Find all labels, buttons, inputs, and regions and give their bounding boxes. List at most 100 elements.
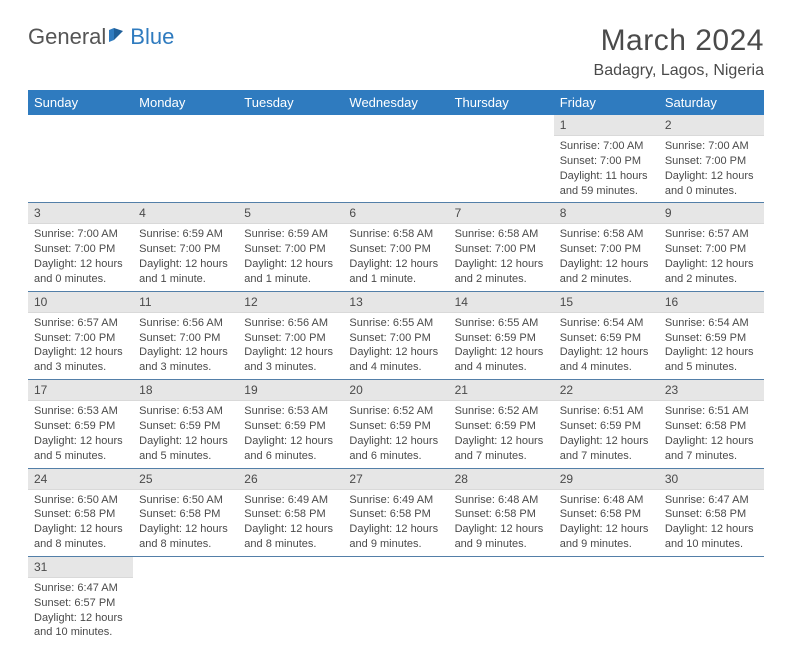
day-number: 17 <box>28 380 133 401</box>
day-number: 28 <box>449 469 554 490</box>
day-number: 31 <box>28 557 133 578</box>
day-number: 22 <box>554 380 659 401</box>
calendar-body: 1Sunrise: 7:00 AMSunset: 7:00 PMDaylight… <box>28 115 764 644</box>
logo-text-blue: Blue <box>130 24 174 50</box>
day-number: 23 <box>659 380 764 401</box>
calendar-cell: 2Sunrise: 7:00 AMSunset: 7:00 PMDaylight… <box>659 115 764 203</box>
calendar-cell: 12Sunrise: 6:56 AMSunset: 7:00 PMDayligh… <box>238 291 343 379</box>
day-details: Sunrise: 6:55 AMSunset: 7:00 PMDaylight:… <box>343 313 448 379</box>
calendar-cell <box>449 556 554 644</box>
logo: General Blue <box>28 24 174 50</box>
calendar-row: 3Sunrise: 7:00 AMSunset: 7:00 PMDaylight… <box>28 203 764 291</box>
calendar-cell: 18Sunrise: 6:53 AMSunset: 6:59 PMDayligh… <box>133 380 238 468</box>
day-details: Sunrise: 7:00 AMSunset: 7:00 PMDaylight:… <box>659 136 764 202</box>
calendar-cell: 20Sunrise: 6:52 AMSunset: 6:59 PMDayligh… <box>343 380 448 468</box>
calendar-cell: 4Sunrise: 6:59 AMSunset: 7:00 PMDaylight… <box>133 203 238 291</box>
day-number: 16 <box>659 292 764 313</box>
calendar-cell: 16Sunrise: 6:54 AMSunset: 6:59 PMDayligh… <box>659 291 764 379</box>
day-details: Sunrise: 6:48 AMSunset: 6:58 PMDaylight:… <box>449 490 554 556</box>
day-details: Sunrise: 7:00 AMSunset: 7:00 PMDaylight:… <box>554 136 659 202</box>
calendar-row: 31Sunrise: 6:47 AMSunset: 6:57 PMDayligh… <box>28 556 764 644</box>
calendar-cell: 31Sunrise: 6:47 AMSunset: 6:57 PMDayligh… <box>28 556 133 644</box>
day-details: Sunrise: 6:50 AMSunset: 6:58 PMDaylight:… <box>28 490 133 556</box>
weekday-header: Saturday <box>659 90 764 115</box>
calendar-cell: 21Sunrise: 6:52 AMSunset: 6:59 PMDayligh… <box>449 380 554 468</box>
day-details: Sunrise: 6:57 AMSunset: 7:00 PMDaylight:… <box>659 224 764 290</box>
day-details: Sunrise: 6:48 AMSunset: 6:58 PMDaylight:… <box>554 490 659 556</box>
calendar-cell: 22Sunrise: 6:51 AMSunset: 6:59 PMDayligh… <box>554 380 659 468</box>
calendar-cell: 27Sunrise: 6:49 AMSunset: 6:58 PMDayligh… <box>343 468 448 556</box>
day-number: 29 <box>554 469 659 490</box>
day-number: 3 <box>28 203 133 224</box>
day-number: 19 <box>238 380 343 401</box>
calendar-cell: 9Sunrise: 6:57 AMSunset: 7:00 PMDaylight… <box>659 203 764 291</box>
calendar-cell: 5Sunrise: 6:59 AMSunset: 7:00 PMDaylight… <box>238 203 343 291</box>
day-number: 11 <box>133 292 238 313</box>
day-number: 5 <box>238 203 343 224</box>
day-number: 18 <box>133 380 238 401</box>
calendar-page: General Blue March 2024 Badagry, Lagos, … <box>0 0 792 656</box>
day-number: 1 <box>554 115 659 136</box>
day-details: Sunrise: 6:49 AMSunset: 6:58 PMDaylight:… <box>343 490 448 556</box>
day-number: 14 <box>449 292 554 313</box>
day-number: 30 <box>659 469 764 490</box>
weekday-header: Tuesday <box>238 90 343 115</box>
day-details: Sunrise: 6:54 AMSunset: 6:59 PMDaylight:… <box>554 313 659 379</box>
calendar-cell <box>449 115 554 203</box>
day-number: 12 <box>238 292 343 313</box>
day-details: Sunrise: 6:58 AMSunset: 7:00 PMDaylight:… <box>449 224 554 290</box>
calendar-cell: 19Sunrise: 6:53 AMSunset: 6:59 PMDayligh… <box>238 380 343 468</box>
calendar-cell <box>238 556 343 644</box>
calendar-row: 24Sunrise: 6:50 AMSunset: 6:58 PMDayligh… <box>28 468 764 556</box>
day-details: Sunrise: 6:58 AMSunset: 7:00 PMDaylight:… <box>343 224 448 290</box>
day-number: 7 <box>449 203 554 224</box>
calendar-cell: 13Sunrise: 6:55 AMSunset: 7:00 PMDayligh… <box>343 291 448 379</box>
calendar-cell <box>238 115 343 203</box>
day-number: 20 <box>343 380 448 401</box>
calendar-cell <box>554 556 659 644</box>
calendar-cell <box>133 115 238 203</box>
weekday-header: Wednesday <box>343 90 448 115</box>
day-details: Sunrise: 6:56 AMSunset: 7:00 PMDaylight:… <box>133 313 238 379</box>
day-details: Sunrise: 6:58 AMSunset: 7:00 PMDaylight:… <box>554 224 659 290</box>
calendar-cell: 10Sunrise: 6:57 AMSunset: 7:00 PMDayligh… <box>28 291 133 379</box>
day-details: Sunrise: 6:59 AMSunset: 7:00 PMDaylight:… <box>133 224 238 290</box>
calendar-cell: 8Sunrise: 6:58 AMSunset: 7:00 PMDaylight… <box>554 203 659 291</box>
calendar-cell: 24Sunrise: 6:50 AMSunset: 6:58 PMDayligh… <box>28 468 133 556</box>
calendar-cell: 28Sunrise: 6:48 AMSunset: 6:58 PMDayligh… <box>449 468 554 556</box>
day-details: Sunrise: 6:52 AMSunset: 6:59 PMDaylight:… <box>343 401 448 467</box>
calendar-cell: 3Sunrise: 7:00 AMSunset: 7:00 PMDaylight… <box>28 203 133 291</box>
day-details: Sunrise: 6:51 AMSunset: 6:58 PMDaylight:… <box>659 401 764 467</box>
day-details: Sunrise: 6:56 AMSunset: 7:00 PMDaylight:… <box>238 313 343 379</box>
calendar-row: 1Sunrise: 7:00 AMSunset: 7:00 PMDaylight… <box>28 115 764 203</box>
day-number: 9 <box>659 203 764 224</box>
day-details: Sunrise: 6:50 AMSunset: 6:58 PMDaylight:… <box>133 490 238 556</box>
day-details: Sunrise: 6:47 AMSunset: 6:57 PMDaylight:… <box>28 578 133 644</box>
calendar-cell <box>343 115 448 203</box>
calendar-cell: 17Sunrise: 6:53 AMSunset: 6:59 PMDayligh… <box>28 380 133 468</box>
day-details: Sunrise: 6:53 AMSunset: 6:59 PMDaylight:… <box>28 401 133 467</box>
calendar-cell: 29Sunrise: 6:48 AMSunset: 6:58 PMDayligh… <box>554 468 659 556</box>
weekday-header: Friday <box>554 90 659 115</box>
day-number: 27 <box>343 469 448 490</box>
day-number: 10 <box>28 292 133 313</box>
day-details: Sunrise: 6:51 AMSunset: 6:59 PMDaylight:… <box>554 401 659 467</box>
location-label: Badagry, Lagos, Nigeria <box>594 62 764 80</box>
calendar-cell <box>28 115 133 203</box>
day-number: 24 <box>28 469 133 490</box>
calendar-cell: 15Sunrise: 6:54 AMSunset: 6:59 PMDayligh… <box>554 291 659 379</box>
calendar-row: 10Sunrise: 6:57 AMSunset: 7:00 PMDayligh… <box>28 291 764 379</box>
day-details: Sunrise: 7:00 AMSunset: 7:00 PMDaylight:… <box>28 224 133 290</box>
day-details: Sunrise: 6:53 AMSunset: 6:59 PMDaylight:… <box>133 401 238 467</box>
calendar-cell: 6Sunrise: 6:58 AMSunset: 7:00 PMDaylight… <box>343 203 448 291</box>
day-number: 13 <box>343 292 448 313</box>
day-details: Sunrise: 6:57 AMSunset: 7:00 PMDaylight:… <box>28 313 133 379</box>
day-number: 15 <box>554 292 659 313</box>
day-number: 26 <box>238 469 343 490</box>
day-details: Sunrise: 6:59 AMSunset: 7:00 PMDaylight:… <box>238 224 343 290</box>
calendar-cell: 26Sunrise: 6:49 AMSunset: 6:58 PMDayligh… <box>238 468 343 556</box>
weekday-row: SundayMondayTuesdayWednesdayThursdayFrid… <box>28 90 764 115</box>
flag-icon <box>109 24 129 50</box>
day-number: 2 <box>659 115 764 136</box>
calendar-head: SundayMondayTuesdayWednesdayThursdayFrid… <box>28 90 764 115</box>
